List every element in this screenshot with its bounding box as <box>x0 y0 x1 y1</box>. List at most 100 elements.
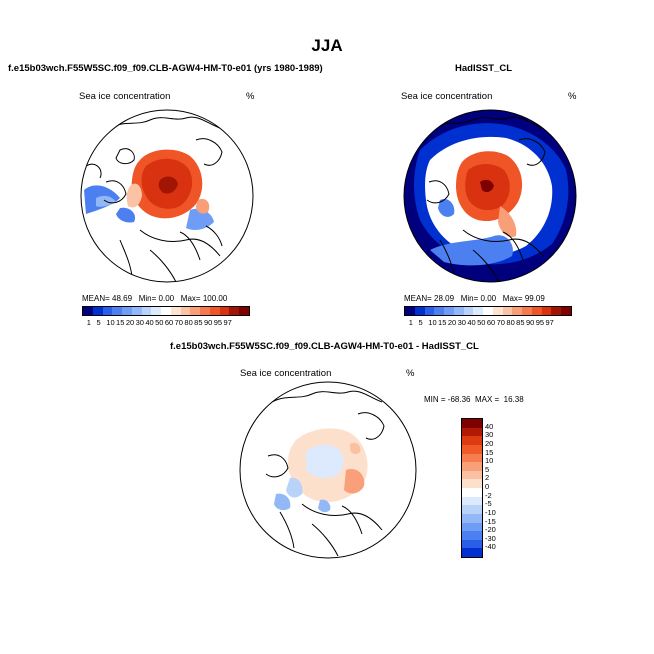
colorbar-tick-label: 85 <box>516 318 525 327</box>
model-stats: MEAN= 48.69 Min= 0.00 Max= 100.00 <box>82 294 227 303</box>
obs-stats: MEAN= 28.09 Min= 0.00 Max= 99.09 <box>404 294 545 303</box>
obs-colorbar-ticks: 1 5 10 15 20 30 40 50 60 70 80 85 90 95 97 <box>404 318 570 328</box>
colorbar-tick-label: 90 <box>203 318 213 327</box>
obs-min-label: Min= <box>460 294 479 303</box>
model-map-fields <box>81 110 253 282</box>
diff-panel-title: f.e15b03wch.F55W5SC.f09_f09.CLB-AGW4-HM-… <box>170 341 479 352</box>
colorbar-swatch <box>462 488 482 497</box>
diff-map-label: Sea ice concentration <box>240 368 332 379</box>
colorbar-swatch <box>463 307 474 315</box>
colorbar-tick-label: 40 <box>485 421 494 431</box>
diff-colorbar-ticks: 40 30 20 15 10 5 2 0 -2 -5 -10 -15 -20 -30 -40 <box>485 418 525 556</box>
colorbar-tick-label: 30 <box>457 318 466 327</box>
colorbar-swatch <box>170 307 181 315</box>
colorbar-swatch <box>462 531 482 540</box>
colorbar-tick-label: 2 <box>485 473 490 483</box>
colorbar-swatch <box>180 307 191 315</box>
colorbar-tick-label: 85 <box>194 318 203 327</box>
colorbar-tick-label: -15 <box>485 516 496 526</box>
colorbar-swatch <box>531 307 542 315</box>
colorbar-swatch <box>541 307 552 315</box>
colorbar-tick-label: 10 <box>428 318 437 327</box>
diff-max-label: MAX = <box>474 395 500 404</box>
colorbar-tick-label: 95 <box>535 318 545 327</box>
colorbar-tick-label: -10 <box>485 507 496 517</box>
colorbar-swatch <box>561 307 572 315</box>
colorbar-swatch <box>462 522 482 532</box>
colorbar-swatch <box>141 307 152 315</box>
colorbar-swatch <box>462 419 482 428</box>
colorbar-tick-label: 60 <box>486 318 496 327</box>
colorbar-swatch <box>462 505 482 514</box>
colorbar-tick-label: 80 <box>184 318 193 327</box>
colorbar-swatch <box>151 307 162 315</box>
colorbar-swatch <box>239 307 250 315</box>
colorbar-swatch <box>122 307 132 315</box>
colorbar-tick-label: 0 <box>485 482 490 491</box>
colorbar-swatch <box>112 307 123 315</box>
model-mean-value: 48.69 <box>112 294 133 303</box>
colorbar-swatch <box>219 307 230 315</box>
diff-max-value: 16.38 <box>503 395 524 404</box>
colorbar-tick-label: 5 <box>418 318 423 327</box>
model-map-label: Sea ice concentration <box>79 91 171 102</box>
obs-mean-label: MEAN= <box>404 294 432 303</box>
obs-unit-label: % <box>568 91 577 102</box>
colorbar-swatch <box>462 462 482 471</box>
colorbar-tick-label: 40 <box>467 318 476 327</box>
page-title: JJA <box>311 36 343 55</box>
colorbar-tick-label: 20 <box>485 438 494 448</box>
colorbar-tick-label: 5 <box>96 318 101 327</box>
obs-mean-value: 28.09 <box>434 294 455 303</box>
diff-stats: MIN = -68.36 MAX = 16.38 <box>424 395 524 404</box>
model-unit-label: % <box>246 91 255 102</box>
colorbar-tick-label: 30 <box>485 430 494 440</box>
colorbar-swatch <box>551 307 562 315</box>
colorbar-swatch <box>462 548 482 557</box>
colorbar-swatch <box>462 539 482 549</box>
colorbar-swatch <box>83 307 93 315</box>
colorbar-swatch <box>483 307 493 315</box>
model-min-value: 0.00 <box>158 294 175 303</box>
colorbar-swatch <box>512 307 523 315</box>
colorbar-swatch <box>161 307 171 315</box>
model-colorbar-ticks: 1 5 10 15 20 30 40 50 60 70 80 85 90 95 97 <box>82 318 248 328</box>
obs-map-fields <box>404 110 576 282</box>
colorbar-tick-label: -2 <box>485 490 492 500</box>
colorbar-tick-label: 40 <box>145 318 154 327</box>
colorbar-tick-label: 15 <box>438 318 447 327</box>
colorbar-swatch <box>405 307 415 315</box>
colorbar-swatch <box>444 307 454 315</box>
colorbar-swatch <box>453 307 464 315</box>
colorbar-swatch <box>209 307 220 315</box>
colorbar-swatch <box>492 307 503 315</box>
colorbar-swatch <box>200 307 210 315</box>
model-min-label: Min= <box>138 294 157 303</box>
colorbar-tick-label: 97 <box>545 318 554 327</box>
colorbar-tick-label: 10 <box>106 318 115 327</box>
colorbar-swatch <box>462 513 482 523</box>
colorbar-tick-label: 70 <box>174 318 183 327</box>
colorbar-tick-label: 90 <box>525 318 535 327</box>
colorbar-tick-label: 20 <box>125 318 135 327</box>
colorbar-tick-label: 20 <box>447 318 457 327</box>
colorbar-tick-label: 30 <box>135 318 144 327</box>
colorbar-tick-label: 50 <box>155 318 164 327</box>
colorbar-swatch <box>462 453 482 463</box>
colorbar-tick-label: 95 <box>213 318 223 327</box>
colorbar-swatch <box>414 307 425 315</box>
colorbar-tick-label: 97 <box>223 318 232 327</box>
diff-map-fields <box>240 382 416 558</box>
colorbar-tick-label: -5 <box>485 499 492 509</box>
colorbar-swatch <box>424 307 435 315</box>
diff-colorbar <box>461 418 483 558</box>
obs-map-label: Sea ice concentration <box>401 91 493 102</box>
colorbar-tick-label: 70 <box>496 318 505 327</box>
colorbar-tick-label: -20 <box>485 525 496 535</box>
colorbar-swatch <box>190 307 201 315</box>
obs-min-value: 0.00 <box>480 294 497 303</box>
colorbar-tick-label: 5 <box>485 464 490 474</box>
colorbar-swatch <box>473 307 484 315</box>
colorbar-tick-label: 15 <box>485 447 494 457</box>
